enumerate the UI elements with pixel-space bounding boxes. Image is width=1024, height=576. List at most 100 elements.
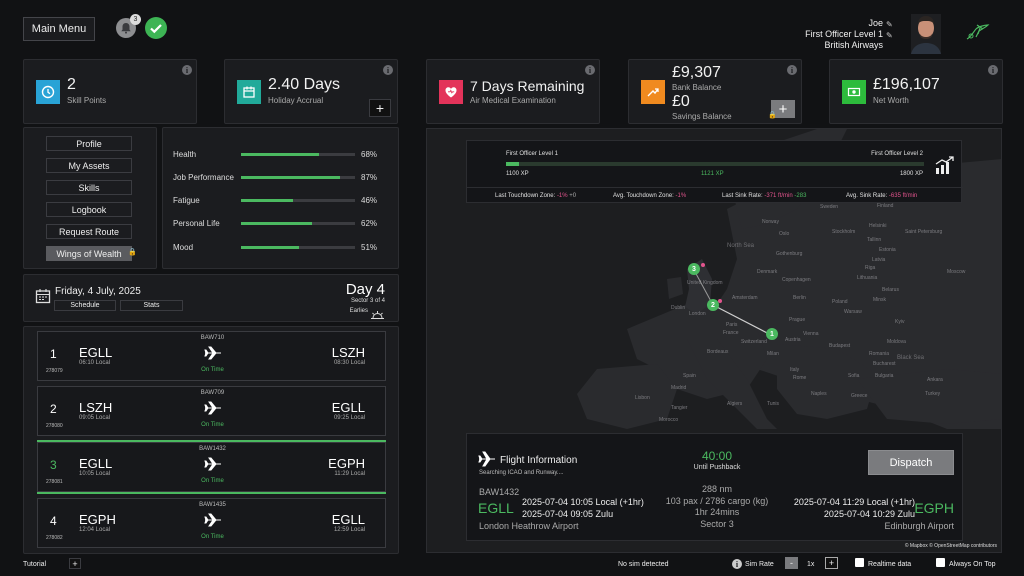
info-icon[interactable]: i (383, 65, 393, 75)
user-rank: First Officer Level 1 (805, 29, 883, 39)
callsign: BAW709 (200, 390, 225, 396)
flight-id: 278082 (46, 535, 63, 541)
tab-stats[interactable]: Stats (120, 300, 183, 311)
info-icon[interactable]: i (787, 65, 797, 75)
flight-row[interactable]: 4 278082 EGPH 12:04 Local BAW1435 On Tim… (37, 498, 386, 548)
flight-number: 4 (50, 514, 57, 528)
savings-value: £0 (672, 93, 690, 110)
tutorial-link[interactable]: Tutorial (23, 561, 47, 568)
fatigue-bar (241, 199, 355, 202)
skills-button[interactable]: Skills (46, 180, 132, 195)
arrival-code: LSZH (331, 345, 365, 360)
pushback-timer: 40:00 (701, 449, 733, 463)
status-ok-icon (145, 17, 167, 39)
map-label: Sofia (848, 373, 860, 379)
map-label: Berlin (793, 295, 806, 301)
info-icon[interactable]: i (585, 65, 595, 75)
level-to: First Officer Level 2 (871, 151, 923, 157)
realtime-checkbox[interactable] (855, 558, 864, 567)
schedule-date: Friday, 4 July, 2025 (55, 286, 141, 297)
edit-icon[interactable]: ✎ (886, 20, 893, 29)
sim-rate-value: 1x (807, 561, 815, 568)
dispatch-button[interactable]: Dispatch (868, 450, 954, 475)
sim-rate-decrease-button[interactable]: - (785, 557, 798, 569)
sim-rate-increase-button[interactable]: + (825, 557, 838, 569)
info-icon[interactable]: i (988, 65, 998, 75)
money-icon (842, 80, 866, 104)
skill-points-value: 2 (67, 76, 76, 93)
day-number: Day 4 (345, 281, 385, 298)
info-icon[interactable]: i (182, 65, 192, 75)
arrival-airport-name: Edinburgh Airport (884, 521, 954, 531)
holiday-card: 2.40 Days Holiday Accrual i + (224, 59, 398, 124)
request-route-button[interactable]: Request Route (46, 224, 132, 239)
map-label: Vienna (803, 331, 819, 337)
plane-icon (204, 346, 222, 360)
map-label: Austria (785, 337, 801, 343)
flight-number: 3 (50, 458, 57, 472)
calendar-icon (35, 288, 51, 304)
map-label: London (689, 311, 706, 317)
departure-time: 06:10 Local (79, 360, 111, 366)
xp-current: 1121 XP (701, 171, 724, 177)
profile-button[interactable]: Profile (46, 136, 132, 151)
logbook-button[interactable]: Logbook (46, 202, 132, 217)
departure-local-time: 2025-07-04 10:05 Local (+1hr) (522, 497, 644, 507)
tab-schedule[interactable]: Schedule (54, 300, 116, 311)
flight-status: On Time (201, 422, 224, 428)
personal-life-bar (241, 222, 355, 225)
avg-sink-rate: Avg. Sink Rate: -635 ft/min (846, 193, 918, 199)
arrival-local-time: 2025-07-04 11:29 Local (+1hr) (793, 497, 915, 507)
map-label: Sweden (820, 204, 839, 210)
job-performance-bar (241, 176, 355, 179)
arrival-code: EGLL (331, 512, 365, 527)
avatar[interactable] (911, 14, 941, 54)
flight-info-panel: Flight Information Searching ICAO and Ru… (466, 433, 963, 541)
health-label: Health (173, 150, 197, 159)
map-label: Saint Petersburg (905, 229, 943, 235)
main-menu-button[interactable]: Main Menu (23, 17, 95, 41)
map-label: United Kingdom (687, 280, 723, 286)
fatigue-label: Fatigue (173, 196, 200, 205)
map-label: Helsinki (869, 223, 887, 229)
health-bar (241, 153, 355, 156)
add-savings-button[interactable]: + (771, 100, 795, 118)
callsign: BAW710 (200, 335, 225, 341)
departure-code: EGLL (79, 345, 113, 360)
edit-icon[interactable]: ✎ (886, 31, 893, 40)
flight-row[interactable]: 1 278079 EGLL 06:10 Local BAW710 On Time… (37, 331, 386, 381)
departure-zulu-time: 2025-07-04 09:05 Zulu (522, 509, 614, 519)
callsign: BAW1432 (199, 446, 226, 452)
route-marker[interactable]: 3 (688, 263, 700, 275)
route-marker[interactable]: 1 (766, 328, 778, 340)
map-label: Budapest (829, 343, 851, 349)
always-on-top-checkbox[interactable] (936, 558, 945, 567)
add-tutorial-button[interactable]: + (69, 558, 81, 569)
map-label: Algiers (727, 401, 743, 407)
airport-dot (718, 299, 722, 303)
info-icon[interactable]: i (732, 559, 742, 569)
map-attribution[interactable]: © Mapbox © OpenStreetMap contributors (904, 543, 997, 549)
edit-icons[interactable]: ✎ ✎ (886, 19, 896, 49)
map-label: Tallinn (867, 237, 882, 243)
mood-value: 51% (361, 243, 378, 252)
flight-row[interactable]: 2 278080 LSZH 09:05 Local BAW709 On Time… (37, 386, 386, 436)
add-holiday-button[interactable]: + (369, 99, 391, 117)
flight-info-title: Flight Information (500, 455, 578, 466)
calendar-icon (237, 80, 261, 104)
arrival-code: EGPH (328, 456, 365, 471)
wings-of-wealth-button[interactable]: Wings of Wealth (46, 246, 132, 261)
wellbeing-panel (162, 127, 399, 269)
my-assets-button[interactable]: My Assets (46, 158, 132, 173)
airline-logo-icon (963, 19, 993, 43)
skill-points-card: 2 Skill Points i (23, 59, 197, 124)
route-marker[interactable]: 2 (707, 299, 719, 311)
level-from: First Officer Level 1 (506, 151, 558, 157)
flight-row-active[interactable]: 3 278081 EGLL 10:05 Local BAW1432 On Tim… (37, 442, 386, 492)
notification-count-badge: 3 (130, 14, 141, 25)
map-label: Norway (762, 219, 779, 225)
map-label: Belarus (882, 287, 899, 293)
plane-icon (478, 451, 496, 467)
map-label: Bordeaux (707, 349, 729, 355)
map-label: Kyiv (895, 319, 905, 325)
